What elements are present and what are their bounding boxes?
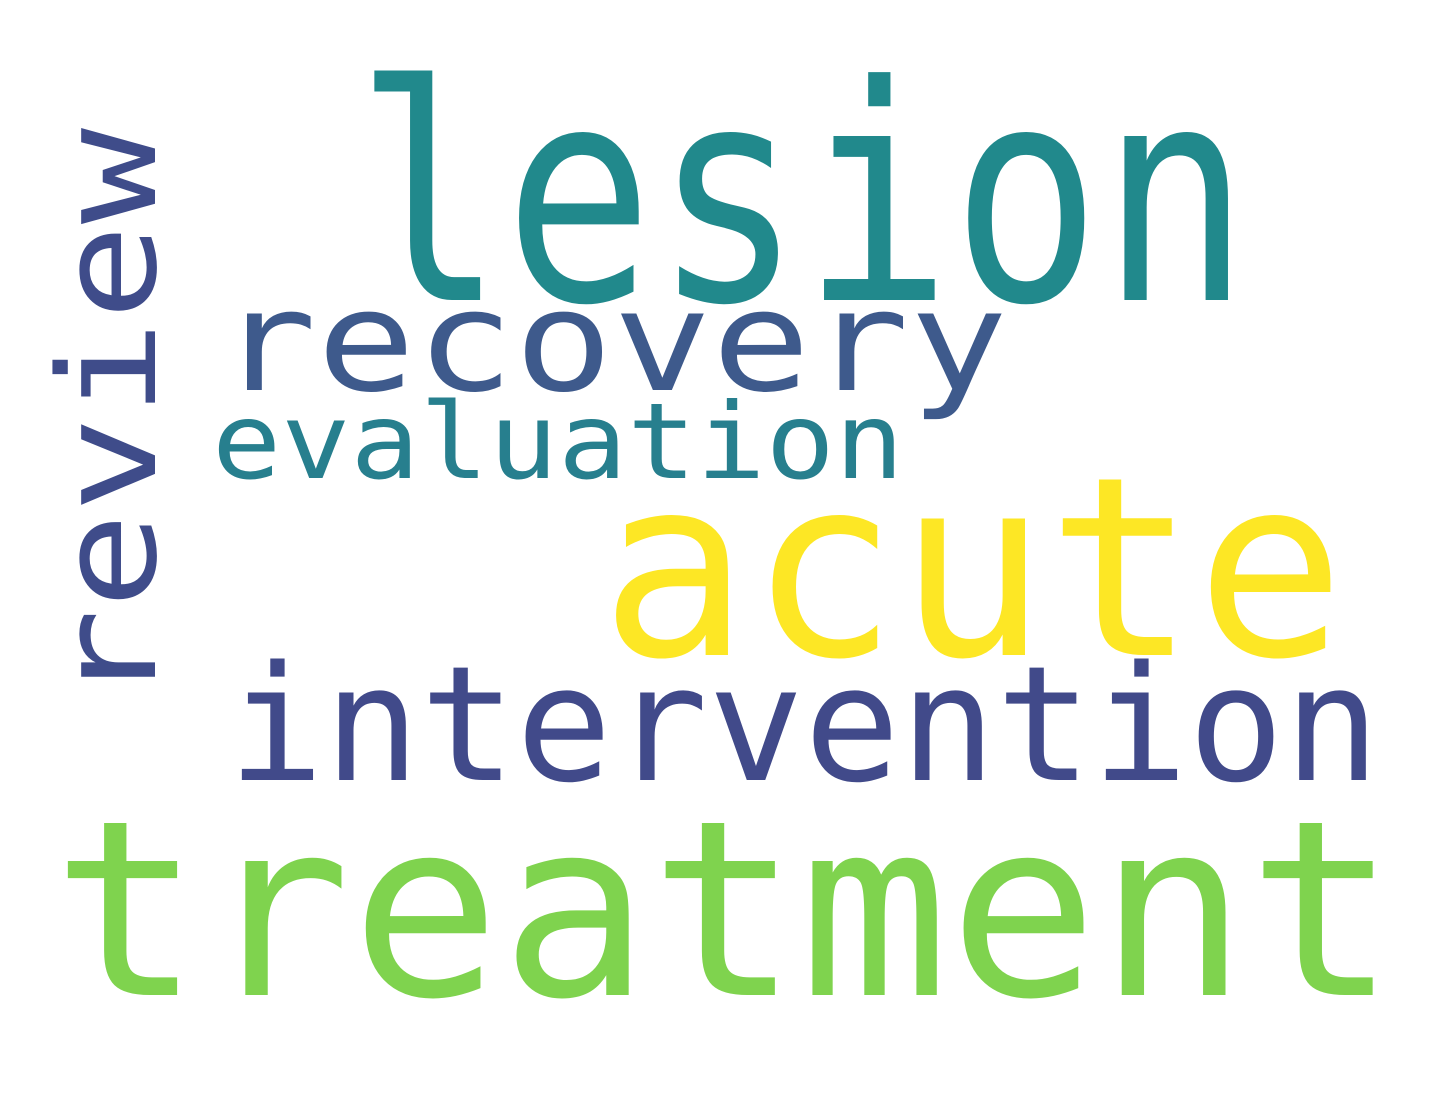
word-recovery: recovery (218, 261, 1008, 424)
word-review: review (30, 127, 187, 705)
word-acute: acute (600, 423, 1345, 714)
word-treatment: treatment (52, 768, 1397, 1053)
word-lesion: lesion (355, 22, 1250, 371)
word-intervention: intervention (228, 631, 1380, 818)
word-evaluation: evaluation (212, 381, 904, 503)
